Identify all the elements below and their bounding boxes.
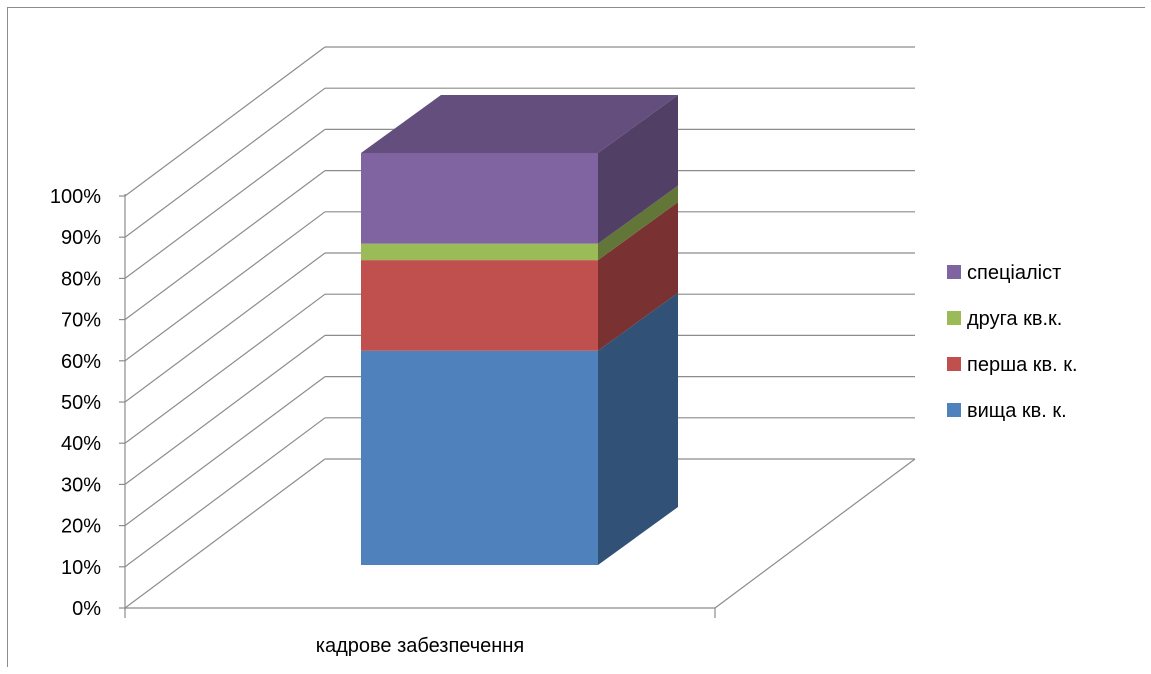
y-tick-label: 60%: [61, 351, 101, 373]
legend-swatch: [947, 403, 961, 417]
bar-segment: [361, 260, 598, 351]
y-tick-label: 30%: [61, 474, 101, 496]
chart-bars: [361, 95, 678, 565]
y-tick-label: 100%: [50, 186, 101, 208]
legend-label: перша кв. к.: [967, 354, 1078, 376]
side-gridline: [125, 129, 325, 278]
floor-right-edge: [715, 459, 915, 608]
side-gridline: [125, 171, 325, 320]
side-gridline: [125, 88, 325, 237]
y-tick-label: 20%: [61, 516, 101, 538]
bar-segment: [361, 244, 598, 260]
y-tick-label: 50%: [61, 392, 101, 414]
bar-segment: [361, 351, 598, 565]
side-gridline: [125, 335, 325, 484]
legend-swatch: [947, 265, 961, 279]
legend-label: спеціаліст: [967, 262, 1061, 284]
side-gridline: [125, 377, 325, 526]
y-tick-label: 0%: [72, 598, 101, 620]
side-gridline: [125, 47, 325, 196]
bar-segment: [361, 153, 598, 244]
y-tick-label: 90%: [61, 227, 101, 249]
legend-swatch: [947, 311, 961, 325]
side-gridline: [125, 418, 325, 567]
side-gridline: [125, 459, 325, 608]
side-gridline: [125, 253, 325, 402]
legend-label: друга кв.к.: [967, 308, 1062, 330]
chart-legend: спеціаліст друга кв.к. перша кв. к. вища кв…: [947, 262, 1078, 422]
side-gridline: [125, 212, 325, 361]
legend-label: вища кв. к.: [967, 400, 1067, 422]
y-tick-label: 70%: [61, 310, 101, 332]
legend-swatch: [947, 357, 961, 371]
x-axis: кадрове забезпечення: [125, 608, 715, 657]
x-category-label: кадрове забезпечення: [316, 635, 524, 657]
y-tick-label: 80%: [61, 268, 101, 290]
y-axis-ticks: 0% 10% 20% 30% 40% 50% 60% 70% 80% 90% 100%: [50, 186, 125, 620]
side-gridline: [125, 294, 325, 443]
y-tick-label: 40%: [61, 433, 101, 455]
y-tick-label: 10%: [61, 557, 101, 579]
